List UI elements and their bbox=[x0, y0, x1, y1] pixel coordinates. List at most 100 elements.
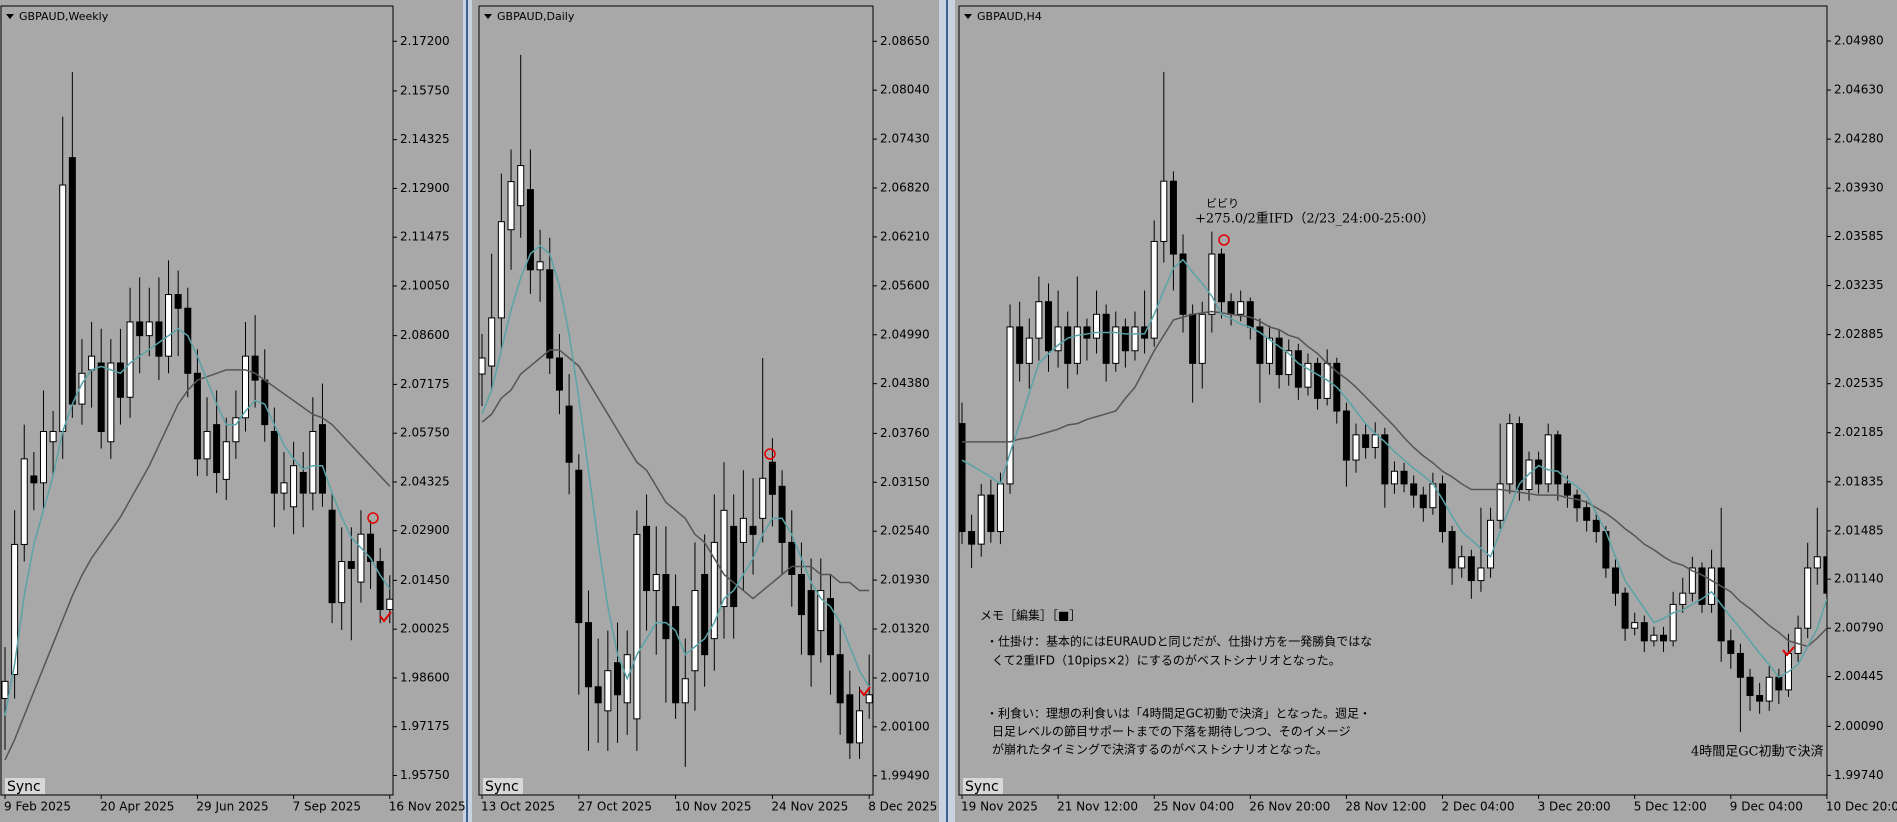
y-tick-label: 2.03760 bbox=[880, 426, 930, 440]
candle-body bbox=[30, 475, 38, 484]
sync-box bbox=[483, 778, 523, 794]
plot-area bbox=[1, 72, 393, 761]
candle-body bbox=[290, 465, 298, 508]
candle-body bbox=[11, 543, 19, 676]
y-tick-label: 2.01930 bbox=[880, 573, 930, 587]
candle-body bbox=[681, 678, 689, 704]
trade-marker bbox=[764, 448, 776, 460]
memo-line: 日足レベルの節目サポートまでの下落を期待しつつ、そのイメージ bbox=[992, 724, 1351, 739]
x-tick-label: 9 Feb 2025 bbox=[4, 800, 71, 814]
y-tick-label: 1.98600 bbox=[400, 670, 450, 684]
candle-body bbox=[20, 458, 28, 545]
y-tick-label: 2.03150 bbox=[880, 475, 930, 489]
x-tick-label: 10 Nov 2025 bbox=[675, 800, 752, 814]
candle-body bbox=[1535, 459, 1543, 485]
candle-body bbox=[107, 362, 115, 443]
candle-body bbox=[1650, 634, 1658, 642]
candle-body bbox=[739, 517, 747, 543]
candle-body bbox=[507, 181, 515, 231]
candle-body bbox=[318, 424, 326, 494]
candle-body bbox=[788, 541, 796, 575]
y-tick-label: 2.12900 bbox=[400, 181, 450, 195]
candle-body bbox=[1698, 567, 1706, 605]
candle-body bbox=[778, 485, 786, 543]
y-tick-label: 2.02540 bbox=[880, 524, 930, 538]
candle-body bbox=[1640, 622, 1648, 642]
candle-body bbox=[1256, 326, 1264, 364]
candle-body bbox=[126, 321, 134, 398]
candle-body bbox=[376, 561, 384, 610]
collapse-triangle bbox=[484, 14, 492, 19]
candle-body bbox=[497, 221, 505, 319]
y-tick-label: 2.00445 bbox=[1834, 669, 1884, 683]
x-tick-label: 3 Dec 20:00 bbox=[1538, 800, 1611, 814]
candle-body bbox=[614, 662, 622, 696]
y-tick-label: 2.10050 bbox=[400, 279, 450, 293]
candle-body bbox=[488, 317, 496, 367]
y-tick-label: 2.11475 bbox=[400, 230, 450, 244]
candle-body bbox=[1227, 301, 1235, 315]
candle-body bbox=[116, 362, 124, 398]
y-tick-label: 2.00100 bbox=[880, 719, 930, 733]
y-tick-label: 1.97175 bbox=[400, 719, 450, 733]
x-tick-label: 24 Nov 2025 bbox=[771, 800, 848, 814]
candle-body bbox=[193, 372, 201, 460]
candle-body bbox=[1621, 592, 1629, 629]
x-tick-label: 19 Nov 2025 bbox=[961, 800, 1038, 814]
panel-background bbox=[0, 0, 463, 822]
plot-frame bbox=[958, 5, 1828, 796]
candle-body bbox=[1083, 326, 1091, 339]
candle-body bbox=[1342, 410, 1350, 461]
candle-body bbox=[1823, 556, 1827, 594]
y-tick-label: 2.03585 bbox=[1834, 229, 1884, 243]
memo-title: メモ［編集］［■］ bbox=[980, 608, 1081, 623]
candle-body bbox=[1112, 326, 1120, 364]
candle-body bbox=[536, 261, 544, 271]
candle-body bbox=[1, 680, 9, 699]
x-tick-label: 20 Apr 2025 bbox=[100, 800, 174, 814]
candle-body bbox=[996, 483, 1004, 533]
candle-body bbox=[710, 541, 718, 640]
y-tick-label: 2.05750 bbox=[400, 426, 450, 440]
y-tick-label: 2.00710 bbox=[880, 670, 930, 684]
candle-body bbox=[546, 269, 554, 359]
candle-body bbox=[232, 417, 240, 443]
candle-body bbox=[1102, 313, 1110, 364]
candle-body bbox=[261, 379, 269, 426]
candle-body bbox=[1044, 301, 1052, 352]
collapse-triangle bbox=[964, 14, 972, 19]
y-tick-label: 2.01320 bbox=[880, 622, 930, 636]
candle-body bbox=[691, 590, 699, 672]
candle-body bbox=[174, 294, 182, 309]
trade-marker bbox=[379, 611, 392, 623]
candle-body bbox=[1400, 470, 1408, 485]
candle-body bbox=[1660, 634, 1668, 642]
y-tick-label: 2.07430 bbox=[880, 132, 930, 146]
y-tick-label: 2.03235 bbox=[1834, 278, 1884, 292]
candle-body bbox=[1390, 470, 1398, 485]
candle-body bbox=[701, 573, 709, 656]
x-tick-label: 29 Jun 2025 bbox=[196, 800, 268, 814]
candle-body bbox=[136, 321, 144, 337]
y-tick-label: 2.02900 bbox=[400, 523, 450, 537]
candle-body bbox=[1275, 337, 1283, 376]
y-tick-label: 2.06210 bbox=[880, 229, 930, 243]
chart-title: GBPAUD,Daily bbox=[497, 10, 575, 23]
candle-body bbox=[1362, 434, 1370, 448]
candle-body bbox=[213, 424, 221, 474]
candle-body bbox=[1285, 350, 1293, 376]
candle-body bbox=[565, 405, 573, 463]
x-tick-label: 16 Nov 2025 bbox=[389, 800, 466, 814]
candle-body bbox=[1121, 326, 1129, 352]
candle-body bbox=[1727, 640, 1735, 654]
x-tick-label: 10 Dec 20:00 bbox=[1826, 800, 1897, 814]
candle-body bbox=[1160, 180, 1168, 242]
candle-body bbox=[1025, 337, 1033, 364]
x-tick-label: 27 Oct 2025 bbox=[578, 800, 652, 814]
y-tick-label: 2.01450 bbox=[400, 573, 450, 587]
trade-marker bbox=[859, 686, 871, 697]
x-tick-label: 26 Nov 20:00 bbox=[1249, 800, 1330, 814]
candle-body bbox=[1515, 423, 1523, 490]
